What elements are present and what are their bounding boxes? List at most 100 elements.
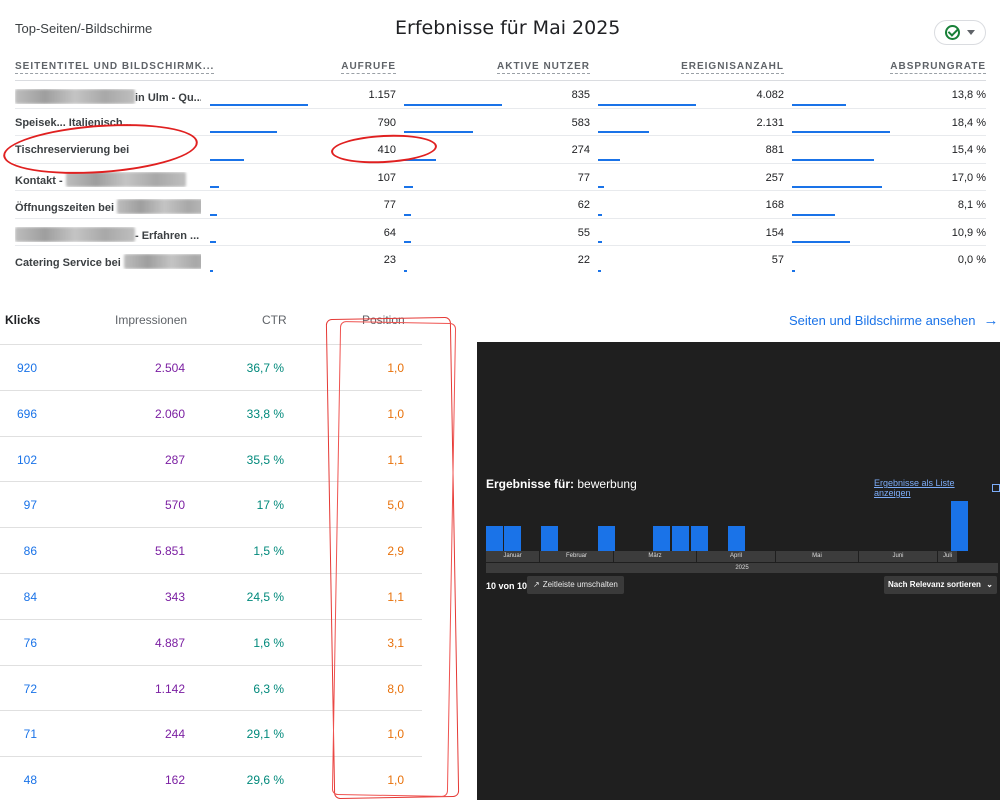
position-value: 1,0 xyxy=(387,361,404,375)
nutzer-value: 55 xyxy=(577,226,590,239)
col-header-aufrufe[interactable]: AUFRUFE xyxy=(341,61,396,74)
nutzer-bar xyxy=(404,241,411,243)
ereignisse-bar xyxy=(598,269,601,272)
aufrufe-bar xyxy=(210,158,245,161)
page-title-cell[interactable]: Öffnungszeiten bei xyxy=(15,199,201,214)
timeline-bar[interactable] xyxy=(504,526,521,551)
table-row[interactable]: Öffnungszeiten bei 77 62 168 8,1 % xyxy=(15,191,986,219)
col-header-ctr[interactable]: CTR xyxy=(262,313,287,327)
table-row[interactable]: 696 2.060 33,8 % 1,0 xyxy=(0,391,422,437)
ereignisse-bar xyxy=(598,103,696,106)
timeline-bar[interactable] xyxy=(598,526,615,551)
month-label: Juni xyxy=(859,551,937,562)
sort-dropdown[interactable]: Nach Relevanz sortieren ⌄ xyxy=(884,576,997,594)
page-title-cell[interactable]: Catering Service bei xyxy=(15,254,201,269)
redacted-text xyxy=(15,226,135,242)
table-row[interactable]: 86 5.851 1,5 % 2,9 xyxy=(0,528,422,574)
table-row[interactable]: in Ulm - Qu... 1.157 835 4.082 13,8 % xyxy=(15,81,986,109)
nutzer-bar xyxy=(404,103,502,106)
table-row[interactable]: 97 570 17 % 5,0 xyxy=(0,482,422,529)
table-row[interactable]: 102 287 35,5 % 1,1 xyxy=(0,437,422,483)
page-title-cell[interactable]: Tischreservierung bei xyxy=(15,144,201,156)
toggle-timeline-label: Zeitleiste umschalten xyxy=(542,580,618,589)
impressionen-value: 343 xyxy=(164,589,185,604)
timeline-bar[interactable] xyxy=(951,501,968,551)
trend-icon: ↗ xyxy=(533,580,540,589)
aufrufe-value: 23 xyxy=(383,254,396,266)
position-value: 8,0 xyxy=(387,681,404,696)
timeline-bar[interactable] xyxy=(486,526,503,551)
redacted-text xyxy=(65,171,186,187)
table-row[interactable]: 72 1.142 6,3 % 8,0 xyxy=(0,666,422,712)
table-row[interactable]: 76 4.887 1,6 % 3,1 xyxy=(0,620,422,666)
page-title-cell[interactable]: - Erfahren ... xyxy=(15,226,201,242)
page-title-cell[interactable]: Kontakt - xyxy=(15,171,201,187)
gsc-header: Klicks Impressionen CTR Position xyxy=(0,300,422,345)
ereignisse-value: 2.131 xyxy=(756,116,784,129)
results-query: bewerbung xyxy=(577,477,637,491)
timeline-bar[interactable] xyxy=(691,526,708,551)
table-row[interactable]: 71 244 29,1 % 1,0 xyxy=(0,711,422,758)
col-header-absprung[interactable]: ABSPRUNGRATE xyxy=(890,61,986,74)
timeline-bar[interactable] xyxy=(728,526,745,551)
col-header-nutzer[interactable]: AKTIVE NUTZER xyxy=(497,61,590,74)
table-row[interactable]: 48 162 29,6 % 1,0 xyxy=(0,757,422,800)
timeline-bar[interactable] xyxy=(541,526,558,551)
table-row[interactable]: Catering Service bei 23 22 57 0,0 % xyxy=(15,246,986,274)
ereignisse-value: 4.082 xyxy=(756,89,784,101)
timeline-bar[interactable] xyxy=(672,526,689,551)
table-row[interactable]: - Erfahren ... 64 55 154 10,9 % xyxy=(15,219,986,246)
month-label: Mai xyxy=(776,551,858,562)
absprung-value: 13,8 % xyxy=(951,89,986,101)
absprung-value: 15,4 % xyxy=(951,144,986,156)
nutzer-bar xyxy=(404,213,411,216)
page-title: Speisek... Italienisch... xyxy=(15,116,132,129)
table-row[interactable]: 920 2.504 36,7 % 1,0 xyxy=(0,345,422,391)
comparison-status-button[interactable] xyxy=(934,20,986,45)
ctr-value: 35,5 % xyxy=(246,452,284,467)
impressionen-value: 4.887 xyxy=(154,635,185,650)
page-title: Öffnungszeiten bei xyxy=(15,202,114,214)
ereignisse-value: 168 xyxy=(765,199,784,211)
col-header-position[interactable]: Position xyxy=(362,313,405,327)
col-header-title[interactable]: SEITENTITEL UND BILDSCHIRMK... xyxy=(15,61,215,74)
see-pages-link[interactable]: Seiten und Bildschirme ansehen → xyxy=(789,313,998,328)
aufrufe-value: 107 xyxy=(377,171,396,184)
year-axis: 2025 xyxy=(486,563,998,573)
table-row[interactable]: Tischreservierung bei 410 274 881 15,4 % xyxy=(15,136,986,164)
absprung-value: 0,0 % xyxy=(957,254,986,266)
page-title-cell[interactable]: in Ulm - Qu... xyxy=(15,89,201,104)
position-value: 1,0 xyxy=(387,406,404,421)
month-label: März xyxy=(614,551,696,562)
timeline-bar[interactable] xyxy=(653,526,670,551)
month-label: Februar xyxy=(540,551,613,562)
month-label: Januar xyxy=(486,551,539,562)
table-row[interactable]: Speisek... Italienisch... 790 583 2.131 18,4… xyxy=(15,109,986,136)
klicks-value: 72 xyxy=(23,681,37,696)
top-pages-table: SEITENTITEL UND BILDSCHIRMK... AUFRUFE A… xyxy=(15,56,986,274)
absprung-bar xyxy=(792,186,883,188)
col-header-klicks[interactable]: Klicks xyxy=(5,313,41,327)
page-title: Tischreservierung bei xyxy=(15,144,130,156)
impressionen-value: 287 xyxy=(164,452,185,467)
toggle-timeline-button[interactable]: ↗ Zeitleiste umschalten xyxy=(527,576,624,594)
absprung-value: 8,1 % xyxy=(957,199,986,211)
col-header-ereignisse[interactable]: EREIGNISANZAHL xyxy=(681,61,784,74)
nutzer-value: 77 xyxy=(577,171,590,184)
klicks-value: 48 xyxy=(23,773,37,788)
col-header-impressionen[interactable]: Impressionen xyxy=(115,313,188,327)
position-value: 1,0 xyxy=(387,773,404,788)
position-value: 5,0 xyxy=(387,498,404,513)
absprung-bar xyxy=(792,131,890,133)
ereignisse-bar xyxy=(598,131,649,133)
absprung-bar xyxy=(792,269,795,272)
table-row[interactable]: Kontakt - 107 77 257 17,0 % xyxy=(15,164,986,191)
impressionen-value: 244 xyxy=(164,727,185,742)
impressionen-value: 162 xyxy=(164,773,185,788)
page-title-cell[interactable]: Speisek... Italienisch... xyxy=(15,117,201,129)
impressionen-value: 2.060 xyxy=(154,406,185,421)
absprung-value: 18,4 % xyxy=(951,116,986,129)
overlay-title: Erfebnisse für Mai 2025 xyxy=(395,17,621,39)
show-as-list-link[interactable]: Ergebnisse als Liste anzeigen xyxy=(874,478,1000,498)
table-row[interactable]: 84 343 24,5 % 1,1 xyxy=(0,574,422,620)
